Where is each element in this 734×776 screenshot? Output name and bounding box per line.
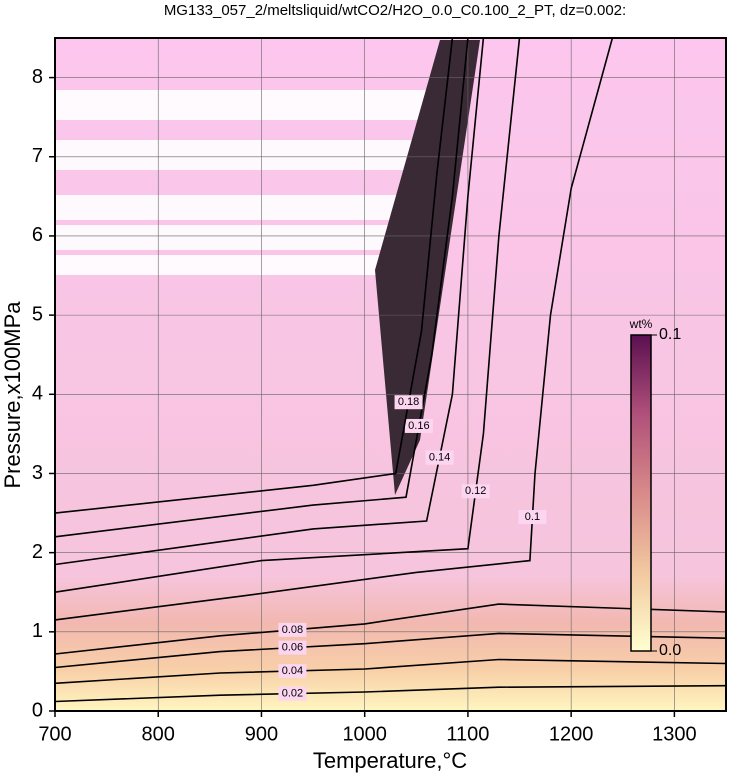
contour-label-bg <box>425 450 454 465</box>
contour-label: 0.16 <box>408 420 429 432</box>
contour-label: 0.12 <box>465 485 486 497</box>
contour-label-bg <box>404 418 433 433</box>
contour-line <box>54 658 727 685</box>
y-tick-label: 4 <box>32 383 43 405</box>
colorbar-tick-label: 0.0 <box>659 642 681 659</box>
contour-label-bg <box>278 622 307 637</box>
x-tick-label: 1100 <box>446 723 489 745</box>
x-tick-label: 1200 <box>549 723 594 745</box>
chart-title: MG133_057_2/meltsliquid/wtCO2/H2O_0.0_C0… <box>164 2 626 19</box>
contour-label-bg <box>518 510 547 525</box>
contour-label: 0.14 <box>429 452 450 464</box>
contour-label-bg <box>278 686 307 701</box>
contour-label-bg <box>278 640 307 655</box>
contour-label: 0.1 <box>525 511 540 523</box>
contour-line <box>54 603 727 655</box>
contour-line <box>54 684 727 703</box>
y-tick-label: 5 <box>32 303 43 325</box>
contour-label-bg <box>394 395 423 410</box>
x-tick-label: 800 <box>142 723 175 745</box>
x-tick-label: 1000 <box>342 723 387 745</box>
colorbar <box>630 334 652 652</box>
y-tick-label: 6 <box>32 224 43 246</box>
contour-label: 0.02 <box>282 687 303 699</box>
plot-frame <box>54 37 727 712</box>
contour-label: 0.18 <box>398 396 419 408</box>
contour-label: 0.06 <box>282 642 303 654</box>
contour-label: 0.04 <box>282 665 303 677</box>
x-tick-label: 900 <box>245 723 278 745</box>
x-tick-label: 700 <box>38 723 71 745</box>
y-tick-label: 0 <box>32 699 43 721</box>
y-tick-label: 1 <box>32 620 43 642</box>
y-tick-label: 8 <box>32 66 43 88</box>
contour-line <box>54 632 727 669</box>
y-axis-label: Pressure,x100MPa <box>0 301 25 489</box>
contour-label-bg <box>278 664 307 679</box>
contour-label: 0.08 <box>282 624 303 636</box>
x-tick-label: 1300 <box>652 723 697 745</box>
y-tick-label: 2 <box>32 541 43 563</box>
y-tick-label: 3 <box>32 462 43 484</box>
contour-label-bg <box>461 484 490 499</box>
x-axis-label: Temperature,°C <box>313 748 467 773</box>
colorbar-label: wt% <box>629 317 653 331</box>
white-bands <box>55 90 440 275</box>
y-tick-label: 7 <box>32 145 43 167</box>
colorbar-tick-label: 0.1 <box>659 326 681 343</box>
contours: 0.02 0.04 0.06 0.08 0.1 0.12 0.14 0.16 0.18 <box>54 37 727 703</box>
